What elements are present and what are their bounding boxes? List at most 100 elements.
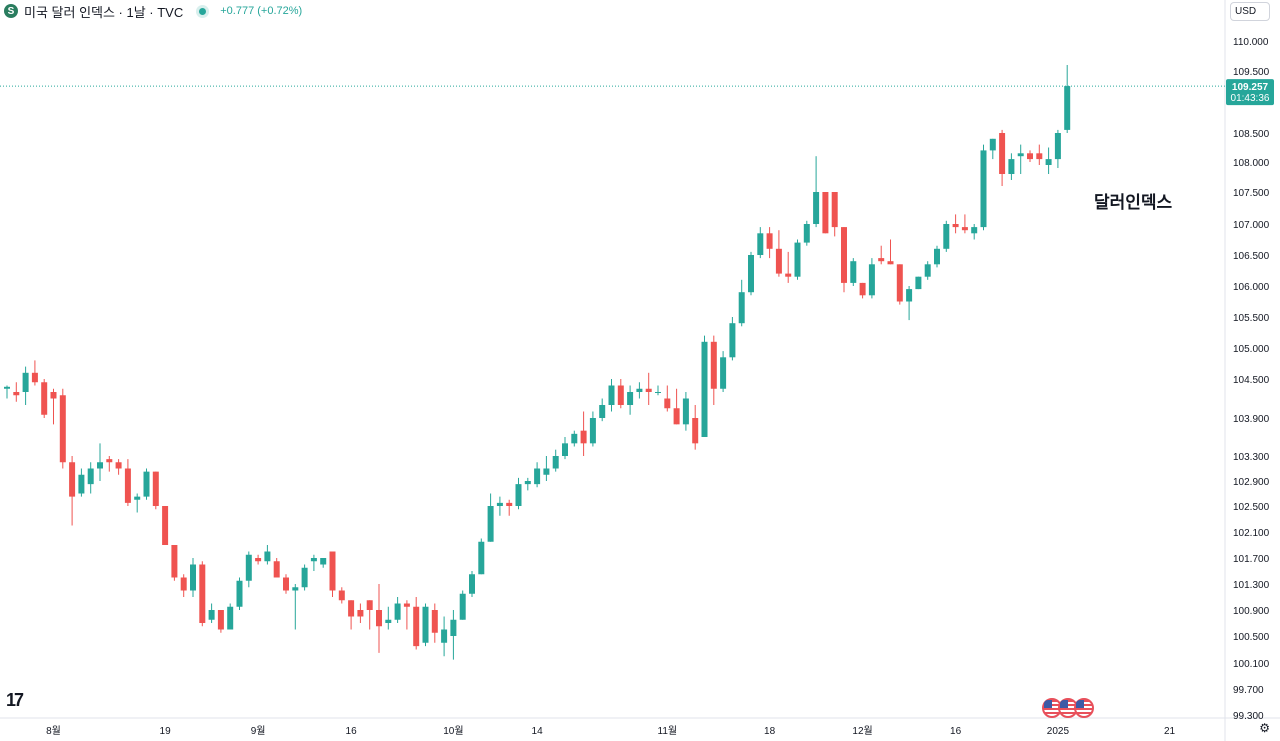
candle-body [822, 192, 829, 234]
candle-body [803, 224, 810, 243]
candle-body [943, 224, 950, 249]
candle-body [245, 554, 252, 581]
candle-body [1064, 86, 1071, 130]
price-change: +0.777 (+0.72%) [220, 5, 303, 17]
candle-body [13, 392, 20, 396]
candle-body [1017, 153, 1024, 157]
candle-body [69, 462, 76, 497]
candle-body [292, 587, 299, 591]
candle-body [831, 192, 838, 228]
candle-body [162, 506, 169, 545]
candle-body [59, 395, 66, 463]
candle-body [961, 227, 968, 231]
gear-icon[interactable]: ⚙ [1259, 721, 1270, 735]
candle-body [701, 341, 708, 437]
candle-body [720, 357, 727, 389]
candle-body [766, 233, 773, 249]
y-tick-label: 108.000 [1233, 158, 1270, 169]
y-tick-label: 100.500 [1233, 632, 1270, 643]
last-price-label: 109.257 [1232, 82, 1269, 93]
candle-body [496, 502, 503, 506]
candle-body [376, 610, 382, 627]
y-tick-label: 105.500 [1233, 313, 1270, 324]
candle-body [487, 506, 494, 542]
candle-body [813, 192, 820, 224]
candle-body [645, 388, 652, 392]
x-tick-label: 9월 [251, 725, 266, 737]
candle-body [1045, 159, 1052, 165]
candle-body [980, 150, 987, 228]
candle-body [469, 574, 475, 594]
y-tick-label: 100.900 [1233, 606, 1270, 617]
market-status-icon[interactable] [199, 7, 207, 15]
us-flag-icon[interactable] [1074, 698, 1094, 718]
candle-body [580, 430, 587, 444]
candle-body [413, 606, 420, 647]
candle-body [283, 577, 289, 591]
candle-body [785, 273, 792, 277]
candle-body [887, 261, 894, 265]
candle-body [627, 392, 634, 405]
chart-annotation-text[interactable]: 달러인덱스 [1094, 193, 1173, 212]
y-tick-label: 107.000 [1233, 220, 1270, 231]
candle-body [422, 606, 429, 643]
candle-body [868, 264, 875, 296]
candle-body [655, 392, 661, 393]
candle-body [403, 603, 410, 607]
candle-body [878, 258, 885, 262]
candle-body [999, 133, 1006, 174]
candle-body [1054, 133, 1061, 160]
candle-body [190, 564, 196, 591]
y-tick-label: 99.300 [1233, 711, 1264, 722]
y-tick-label: 103.300 [1233, 452, 1270, 463]
symbol-title[interactable]: 미국 달러 인덱스 · 1날 · TVC [24, 4, 184, 20]
tradingview-logo[interactable]: 17 [6, 690, 24, 710]
economic-events[interactable] [1042, 698, 1094, 718]
candle-body [97, 462, 103, 469]
candle-body [543, 468, 550, 475]
y-tick-label: 99.700 [1233, 685, 1264, 696]
candle-body [41, 382, 48, 415]
candle-body [552, 456, 559, 469]
candle-body [208, 610, 215, 620]
candle-body [673, 408, 680, 425]
x-tick-label: 19 [160, 726, 172, 737]
candle-body [971, 227, 978, 234]
candle-body [748, 255, 754, 293]
candle-body [906, 289, 913, 302]
candle-body [989, 138, 996, 151]
candle-body [738, 292, 745, 324]
currency-selector[interactable]: USD [1230, 2, 1270, 21]
y-tick-label: 102.500 [1233, 502, 1270, 513]
candle-body [338, 590, 345, 601]
candle-body [115, 462, 122, 469]
candle-body [1008, 159, 1015, 174]
candle-body [236, 580, 243, 607]
y-tick-label: 107.500 [1233, 188, 1270, 199]
symbol-logo-icon[interactable]: S [4, 4, 18, 18]
candle-body [357, 610, 364, 617]
candle-body [320, 558, 327, 565]
candle-body [273, 561, 280, 578]
candle-body [4, 386, 10, 389]
candle-body [366, 600, 373, 610]
us-flag-icon[interactable] [1042, 698, 1062, 718]
candle-body [608, 385, 615, 405]
candle-body [78, 474, 85, 494]
x-tick-label: 10월 [443, 725, 463, 737]
candle-body [562, 443, 568, 456]
x-tick-label: 16 [346, 726, 358, 737]
candle-body [692, 418, 699, 444]
candle-body [431, 610, 438, 633]
candle-body [506, 502, 513, 506]
candle-body [710, 341, 717, 389]
candle-body [180, 577, 187, 591]
candle-body [199, 564, 206, 623]
candle-body [50, 392, 57, 399]
y-tick-label: 109.500 [1233, 67, 1270, 78]
candle-body [952, 224, 959, 228]
candle-body [636, 388, 643, 392]
y-tick-label: 101.300 [1233, 580, 1270, 591]
y-tick-label: 101.700 [1233, 554, 1270, 565]
